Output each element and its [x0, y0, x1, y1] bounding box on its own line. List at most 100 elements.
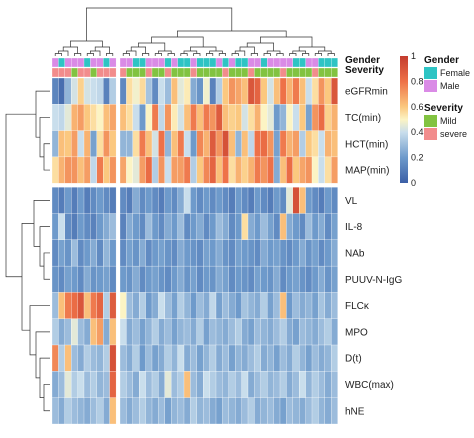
heatmap-cell — [196, 77, 204, 105]
gender-annotation-cell — [183, 57, 191, 68]
heatmap-cell — [247, 77, 255, 105]
severity-annotation-cell — [83, 67, 91, 78]
heatmap-cell — [64, 265, 72, 293]
heatmap-cell — [254, 397, 262, 425]
heatmap-cell — [228, 371, 236, 398]
heatmap-cell — [324, 318, 332, 346]
dendrogram-link — [74, 53, 82, 56]
heatmap-cell — [331, 344, 338, 372]
heatmap-cell — [254, 187, 262, 214]
heatmap-cell — [64, 77, 72, 105]
heatmap-cell — [77, 344, 85, 372]
heatmap-cell — [190, 156, 198, 184]
heatmap-cell — [119, 187, 127, 214]
heatmap-cell — [235, 318, 242, 346]
heatmap-cell — [279, 104, 287, 131]
color-scale-tick-label: 0.6 — [411, 102, 424, 112]
column-dendrogram — [54, 7, 335, 56]
row-label: PUUV-N-IgG — [345, 275, 402, 286]
heatmap-cell — [279, 77, 287, 105]
heatmap-cell — [119, 130, 127, 158]
heatmap-cell — [190, 213, 198, 241]
heatmap-cell — [273, 318, 281, 346]
heatmap-cell — [132, 130, 140, 158]
heatmap-cells — [51, 77, 338, 425]
heatmap-cell — [171, 397, 178, 425]
heatmap-cell — [77, 318, 85, 346]
heatmap-cell — [51, 265, 59, 293]
severity-annotation-cell — [77, 67, 85, 78]
heatmap-cell — [64, 292, 72, 319]
heatmap-cell — [241, 239, 249, 267]
heatmap-cell — [235, 77, 242, 105]
row-label: MPO — [345, 327, 368, 338]
heatmap-cell — [51, 239, 59, 267]
heatmap-cell — [119, 292, 127, 319]
gender-annotation-cell — [209, 57, 217, 68]
heatmap-cell — [196, 344, 204, 372]
heatmap-cell — [267, 265, 274, 293]
heatmap-cell — [273, 104, 281, 131]
severity-annotation-cell — [109, 67, 117, 78]
heatmap-cell — [260, 397, 268, 425]
heatmap-cell — [90, 318, 98, 346]
heatmap-cell — [241, 265, 249, 293]
heatmap-cell — [51, 344, 59, 372]
heatmap-cell — [196, 397, 204, 425]
heatmap-cell — [51, 292, 59, 319]
row-dendrogram — [5, 90, 50, 412]
dendrogram-link — [33, 200, 50, 247]
heatmap-cell — [96, 130, 104, 158]
heatmap-cell — [126, 187, 134, 214]
heatmap-cell — [164, 318, 172, 346]
heatmap-cell — [71, 213, 78, 241]
heatmap-cell — [119, 371, 127, 398]
heatmap-cell — [292, 130, 300, 158]
gender-annotation-cell — [286, 57, 294, 68]
heatmap-cell — [103, 77, 110, 105]
heatmap-cell — [171, 77, 178, 105]
heatmap-cell — [203, 239, 210, 267]
heatmap-cell — [126, 265, 134, 293]
heatmap-cell — [51, 156, 59, 184]
heatmap-cell — [109, 344, 117, 372]
heatmap-cell — [311, 397, 319, 425]
heatmap-cell — [190, 265, 198, 293]
heatmap-cell — [183, 318, 191, 346]
dendrogram-link — [190, 46, 217, 51]
gender-legend-label: Female — [440, 68, 470, 78]
heatmap-cell — [77, 265, 85, 293]
heatmap-cell — [196, 292, 204, 319]
heatmap-cell — [77, 104, 85, 131]
row-label: FLCκ — [345, 301, 370, 312]
heatmap-cell — [286, 265, 294, 293]
heatmap-cell — [247, 239, 255, 267]
heatmap-cell — [51, 371, 59, 398]
heatmap-cell — [183, 156, 191, 184]
heatmap-cell — [247, 371, 255, 398]
heatmap-cell — [222, 292, 230, 319]
heatmap-cell — [119, 156, 127, 184]
heatmap-cell — [119, 265, 127, 293]
heatmap-cell — [292, 292, 300, 319]
heatmap-cell — [273, 187, 281, 214]
heatmap-cell — [209, 213, 217, 241]
heatmap-cell — [109, 104, 117, 131]
gender-annotation-cell — [83, 57, 91, 68]
heatmap-cell — [305, 130, 313, 158]
heatmap-cell — [286, 371, 294, 398]
heatmap-cell — [145, 187, 153, 214]
heatmap-cell — [222, 265, 230, 293]
heatmap-cell — [222, 239, 230, 267]
heatmap-cell — [247, 344, 255, 372]
heatmap-cell — [96, 239, 104, 267]
heatmap-cell — [71, 77, 78, 105]
heatmap-cell — [103, 130, 110, 158]
gender-annotation-cell — [190, 57, 198, 68]
heatmap-cell — [331, 156, 338, 184]
heatmap-cell — [171, 371, 178, 398]
heatmap-cell — [103, 292, 110, 319]
heatmap-cell — [158, 371, 166, 398]
dendrogram-link — [142, 53, 150, 56]
heatmap-cell — [318, 239, 326, 267]
